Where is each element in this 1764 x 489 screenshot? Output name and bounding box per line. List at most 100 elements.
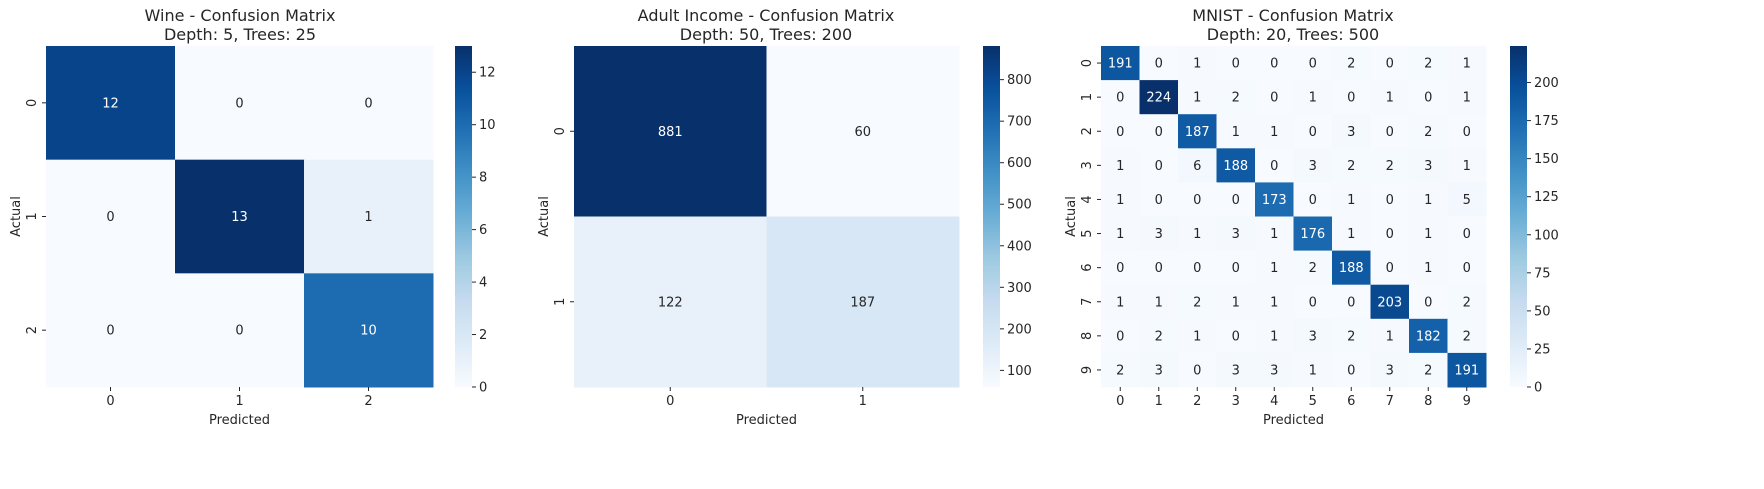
cell-value-label: 187 [850,295,875,310]
cell-value-label: 2 [1424,125,1432,140]
heatmap-cell [1101,46,1140,81]
heatmap-cell [1101,352,1140,388]
cell-value-label: 0 [1270,57,1278,72]
y-tick-label: 7 [1080,298,1095,306]
heatmap-cell [1139,318,1179,354]
cell-value-label: 12 [102,96,119,111]
cell-value-label: 188 [1339,261,1364,276]
cell-value-label: 0 [1463,227,1471,242]
cell-value-label: 1 [1463,91,1471,106]
heatmap-cell [1178,46,1217,81]
heatmap-cell [766,46,960,217]
heatmap-cell [304,159,434,274]
heatmap-cell [1447,148,1487,183]
cell-value-label: 1 [1386,329,1394,344]
heatmap-cell [1178,80,1217,115]
heatmap-cell [1409,352,1448,388]
cell-value-label: 3 [1347,125,1355,140]
heatmap-cell [1178,352,1217,388]
heatmap-cell [1178,216,1217,252]
cell-value-label: 0 [1270,159,1278,174]
cell-value-label: 3 [1309,159,1317,174]
heatmap-cell [1255,352,1294,388]
heatmap-cell [1370,250,1410,286]
cell-value-label: 5 [1463,193,1471,208]
colorbar-tick-label: 6 [479,223,487,238]
heatmap-cell [1370,80,1410,115]
heatmap-cell [1216,46,1256,81]
cell-value-label: 13 [231,210,248,225]
cell-value-label: 1 [1309,363,1317,378]
cell-value-label: 0 [235,96,243,111]
cell-value-label: 0 [1347,91,1355,106]
cell-value-label: 224 [1146,91,1171,106]
heatmap-cell [1139,352,1179,388]
heatmap-cell [1332,148,1371,183]
cell-value-label: 1 [1155,295,1163,310]
x-axis-label: Predicted [736,413,797,428]
x-tick-label: 9 [1463,394,1471,409]
y-tick-label: 0 [1080,59,1095,67]
cell-value-label: 182 [1416,329,1441,344]
heatmap-cell [1178,114,1217,149]
cell-value-label: 0 [1232,329,1240,344]
heatmap-cell [1409,284,1448,320]
cell-value-label: 0 [106,210,114,225]
y-tick-label: 3 [1080,161,1095,169]
cell-value-label: 0 [1193,261,1201,276]
cell-value-label: 3 [1232,227,1240,242]
x-tick-label: 8 [1424,394,1432,409]
colorbar-tick-label: 500 [1007,198,1032,213]
cell-value-label: 0 [1116,329,1124,344]
heatmap-cell [1216,148,1256,183]
cell-value-label: 0 [1386,227,1394,242]
heatmap-cell [1332,114,1371,149]
x-tick-label: 6 [1347,394,1355,409]
colorbar-tick-label: 10 [479,118,496,133]
heatmap-cell [1178,182,1217,217]
x-tick-label: 5 [1309,394,1317,409]
y-tick-label: 1 [553,298,568,306]
colorbar [1510,46,1527,387]
heatmap-cell [574,46,767,217]
y-tick-label: 1 [25,212,40,220]
chart-subtitle: Depth: 5, Trees: 25 [164,25,316,44]
y-tick-label: 4 [1080,195,1095,203]
cell-value-label: 2 [1463,295,1471,310]
cell-value-label: 0 [364,96,372,111]
x-tick-label: 3 [1232,394,1240,409]
cell-value-label: 1 [1193,57,1201,72]
x-tick-label: 0 [666,394,674,409]
heatmap-cell [1293,352,1333,388]
y-tick-label: 2 [1080,127,1095,135]
cell-value-label: 0 [1155,261,1163,276]
chart-subtitle: Depth: 20, Trees: 500 [1207,25,1379,44]
heatmap-cell [1332,352,1371,388]
heatmap-cell [1101,216,1140,252]
cell-value-label: 2 [1347,329,1355,344]
cell-value-label: 1 [1463,159,1471,174]
heatmap-cell [1332,250,1371,286]
x-tick-label: 7 [1386,394,1394,409]
heatmap-cell [46,273,176,388]
heatmap-cell [1178,250,1217,286]
cell-value-label: 1 [1270,227,1278,242]
heatmap-cell [1447,250,1487,286]
heatmap-cell [1447,46,1487,81]
cell-value-label: 176 [1300,227,1325,242]
colorbar-tick-label: 100 [1534,228,1559,243]
heatmap-cell [1409,182,1448,217]
y-axis-label: Actual [1064,196,1079,237]
chart-title: Wine - Confusion Matrix [145,6,336,25]
cell-value-label: 0 [106,324,114,339]
cell-value-label: 0 [1116,125,1124,140]
x-tick-label: 1 [235,394,243,409]
cell-value-label: 0 [1155,57,1163,72]
heatmap-cell [1255,318,1294,354]
cell-value-label: 2 [1193,295,1201,310]
heatmap-cell [1139,80,1179,115]
heatmap-cell [1101,114,1140,149]
heatmap-cell [1293,148,1333,183]
cell-value-label: 1 [1424,261,1432,276]
colorbar-tick-label: 25 [1534,342,1551,357]
